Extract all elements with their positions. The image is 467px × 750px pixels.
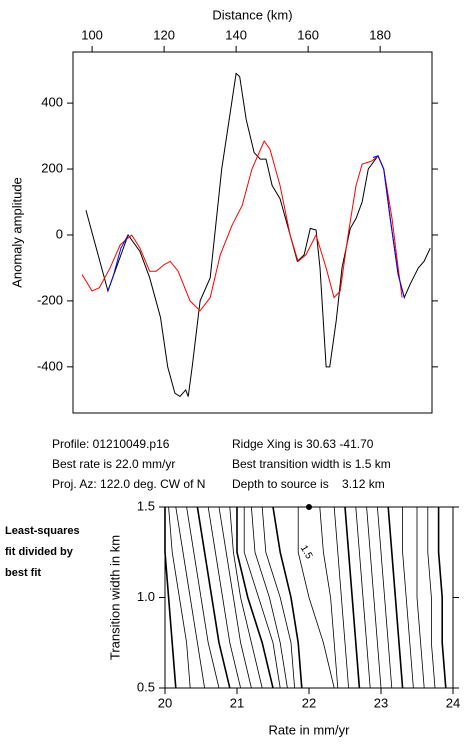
x-tick-label: 180	[369, 27, 391, 42]
contour-line	[251, 506, 288, 689]
y-tick-label: 0.5	[137, 679, 155, 694]
x-tick-label: 22	[302, 695, 316, 710]
y-axis-title: Anomaly amplitude	[9, 177, 24, 288]
data-line	[107, 234, 129, 292]
y-tick-label: 400	[41, 95, 63, 110]
y-tick-label: 1.5	[137, 498, 155, 513]
y-tick-label: -400	[37, 358, 63, 373]
data-line	[81, 139, 403, 312]
plot-frame	[72, 51, 433, 414]
contour-line	[333, 506, 349, 689]
x-tick-label: 24	[446, 695, 460, 710]
info-text: Proj. Az: 122.0 deg. CW of N	[52, 477, 205, 491]
info-text: Profile: 01210049.p16	[52, 437, 170, 451]
x-tick-label: 160	[297, 27, 319, 42]
contour-line	[218, 506, 252, 689]
side-note: Least-squares	[5, 525, 80, 537]
contour-line	[168, 506, 191, 689]
x-tick-label: 120	[153, 27, 175, 42]
contour-line	[196, 506, 231, 689]
contour-line	[229, 506, 263, 689]
x-tick-label: 140	[225, 27, 247, 42]
data-line	[85, 72, 431, 398]
contour-line	[261, 506, 295, 689]
x-axis-title: Rate in mm/yr	[269, 722, 351, 737]
contour-line	[402, 507, 414, 689]
y-tick-label: 1.0	[137, 589, 155, 604]
contour-line	[416, 507, 425, 689]
y-tick-label: 0	[56, 226, 63, 241]
x-tick-label: 20	[158, 695, 172, 710]
contour-line	[377, 506, 393, 689]
data-line	[372, 155, 405, 298]
contour-line	[243, 507, 281, 689]
info-text: Depth to source is 3.12 km	[232, 477, 385, 491]
x-tick-label: 23	[374, 695, 388, 710]
info-text: Ridge Xing is 30.63 -41.70	[232, 437, 374, 451]
x-tick-label: 100	[81, 27, 103, 42]
info-text: Best rate is 22.0 mm/yr	[52, 457, 175, 471]
contour-line	[236, 507, 274, 689]
contour-line	[297, 507, 335, 689]
y-tick-label: -200	[37, 292, 63, 307]
contour-line	[437, 507, 447, 689]
x-axis-title: Distance (km)	[212, 7, 292, 22]
side-note: best fit	[5, 567, 41, 579]
contour-line	[366, 506, 382, 689]
contour-line	[387, 506, 404, 689]
x-tick-label: 21	[230, 695, 244, 710]
contour-line	[186, 506, 220, 689]
contour-line	[355, 506, 371, 689]
contour-line	[319, 506, 339, 689]
best-fit-point	[306, 504, 312, 510]
contour-line	[164, 507, 177, 689]
contour-line	[427, 507, 436, 689]
contour-label: 1.5	[298, 544, 315, 562]
contour-line	[344, 506, 361, 689]
info-text: Best transition width is 1.5 km	[232, 457, 391, 471]
y-axis-title: Transition width in km	[107, 535, 122, 660]
contour-line	[175, 506, 205, 689]
contour-line	[272, 506, 303, 689]
y-tick-label: 200	[41, 160, 63, 175]
side-note: fit divided by	[5, 546, 74, 558]
contour-line	[207, 506, 241, 689]
